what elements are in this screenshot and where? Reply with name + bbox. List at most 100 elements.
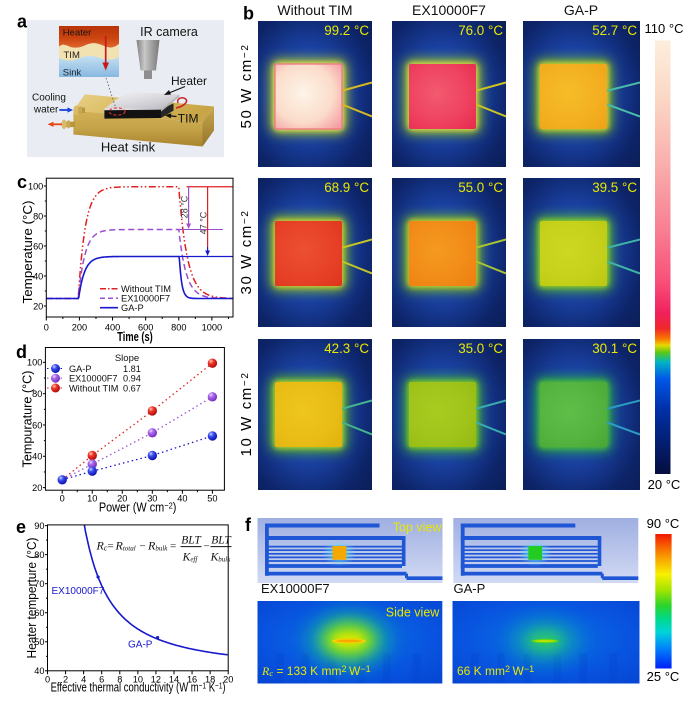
svg-text:35.0 °C: 35.0 °C: [458, 341, 503, 356]
svg-text:0.94: 0.94: [123, 374, 141, 384]
svg-text:55.0 °C: 55.0 °C: [458, 180, 503, 195]
svg-text:50: 50: [207, 494, 217, 504]
svg-text:EX10000F7: EX10000F7: [121, 294, 170, 304]
svg-text:Sink: Sink: [63, 68, 82, 79]
svg-text:0: 0: [44, 323, 49, 333]
svg-text:600: 600: [138, 323, 153, 333]
svg-text:1.81: 1.81: [123, 364, 141, 374]
svg-text:Without TIM: Without TIM: [277, 2, 352, 18]
svg-text:6: 6: [99, 674, 104, 684]
svg-text:40: 40: [177, 494, 187, 504]
svg-text:20 °C: 20 °C: [648, 477, 681, 492]
svg-text:Without TIM: Without TIM: [69, 384, 118, 394]
svg-text:Power (W cm−2): Power (W cm−2): [99, 501, 177, 515]
svg-text:0: 0: [60, 494, 65, 504]
svg-text:EX10000F7: EX10000F7: [412, 2, 486, 18]
svg-text:40: 40: [33, 271, 43, 281]
svg-text:d: d: [16, 342, 27, 362]
svg-text:50: 50: [34, 637, 44, 647]
svg-text:12: 12: [151, 674, 161, 684]
svg-text:a: a: [17, 12, 28, 32]
svg-text:Tempurature (°C): Tempurature (°C): [21, 371, 35, 468]
svg-text:Side view: Side view: [386, 606, 440, 620]
svg-text:TIM: TIM: [178, 112, 199, 126]
svg-text:30: 30: [147, 494, 157, 504]
svg-text:IR camera: IR camera: [140, 25, 198, 39]
svg-text:80: 80: [32, 389, 42, 399]
svg-text:=: =: [108, 541, 114, 553]
svg-text:40: 40: [32, 452, 42, 462]
svg-text:e: e: [16, 517, 26, 537]
svg-text:200: 200: [72, 323, 87, 333]
svg-text:100: 100: [28, 181, 43, 191]
svg-text:800: 800: [171, 323, 186, 333]
svg-text:−: −: [140, 541, 146, 553]
svg-text:28 °C: 28 °C: [179, 195, 189, 218]
svg-text:Heater: Heater: [63, 28, 92, 39]
svg-text:Temperature (°C): Temperature (°C): [21, 201, 35, 304]
svg-text:Top view: Top view: [393, 521, 443, 535]
svg-text:110 °C: 110 °C: [645, 21, 684, 36]
svg-text:60: 60: [32, 420, 42, 430]
svg-text:4: 4: [81, 674, 86, 684]
svg-text:EX10000F7: EX10000F7: [52, 586, 105, 597]
svg-text:f: f: [245, 515, 252, 535]
svg-text:10: 10: [133, 674, 143, 684]
svg-text:76.0 °C: 76.0 °C: [458, 23, 503, 38]
svg-text:400: 400: [105, 323, 120, 333]
svg-text:water: water: [33, 105, 59, 116]
svg-text:Slope: Slope: [115, 353, 139, 364]
svg-text:14: 14: [169, 674, 179, 684]
svg-text:EX10000F7: EX10000F7: [261, 581, 330, 596]
svg-text:52.7 °C: 52.7 °C: [592, 23, 637, 38]
svg-text:60: 60: [33, 241, 43, 251]
svg-text:90 °C: 90 °C: [647, 516, 680, 531]
svg-text:66 K mm2 W−1: 66 K mm2 W−1: [457, 664, 534, 678]
svg-text:0.67: 0.67: [123, 384, 141, 394]
svg-text:42.3 °C: 42.3 °C: [324, 341, 369, 356]
svg-text:−: −: [204, 541, 210, 553]
svg-text:Cooling: Cooling: [32, 93, 66, 104]
svg-text:BLT: BLT: [181, 535, 202, 547]
svg-text:2: 2: [63, 674, 68, 684]
svg-text:Rc = 133 K mm2 W−1: Rc = 133 K mm2 W−1: [261, 664, 371, 678]
svg-text:20: 20: [33, 301, 43, 311]
svg-text:c: c: [17, 172, 27, 192]
svg-text:b: b: [243, 4, 254, 24]
svg-text:GA-P: GA-P: [69, 364, 91, 374]
svg-text:8: 8: [117, 674, 122, 684]
svg-text:=: =: [170, 541, 176, 553]
svg-text:70: 70: [34, 579, 44, 589]
svg-text:GA-P: GA-P: [121, 303, 144, 313]
svg-text:20: 20: [117, 494, 127, 504]
svg-text:Without TIM: Without TIM: [121, 284, 171, 294]
svg-text:20: 20: [32, 483, 42, 493]
svg-text:25 °C: 25 °C: [647, 669, 680, 684]
svg-text:20: 20: [223, 674, 233, 684]
svg-text:40: 40: [34, 666, 44, 676]
svg-text:Time (s): Time (s): [117, 330, 153, 344]
svg-text:GA-P: GA-P: [454, 581, 486, 596]
svg-text:18: 18: [205, 674, 215, 684]
svg-text:Heat sink: Heat sink: [101, 140, 156, 155]
svg-text:90: 90: [34, 521, 44, 531]
svg-text:BLT: BLT: [211, 535, 232, 547]
svg-text:50 W cm−2: 50 W cm−2: [238, 44, 255, 129]
svg-text:80: 80: [33, 211, 43, 221]
svg-text:Effective thermal conductivity: Effective thermal conductivity (W m−1 K−…: [51, 681, 226, 695]
svg-text:GA-P: GA-P: [128, 640, 153, 651]
svg-text:60: 60: [34, 608, 44, 618]
svg-text:0: 0: [45, 674, 50, 684]
svg-text:Heater temperture (°C): Heater temperture (°C): [25, 538, 39, 659]
svg-text:47 °C: 47 °C: [198, 211, 208, 234]
svg-text:1000: 1000: [202, 323, 222, 333]
svg-text:TIM: TIM: [64, 50, 80, 61]
svg-text:30.1 °C: 30.1 °C: [592, 341, 637, 356]
svg-text:99.2 °C: 99.2 °C: [324, 23, 369, 38]
svg-text:10: 10: [87, 494, 97, 504]
svg-text:68.9 °C: 68.9 °C: [324, 180, 369, 195]
svg-text:100: 100: [27, 358, 42, 368]
svg-text:30 W cm−2: 30 W cm−2: [238, 210, 255, 295]
svg-text:EX10000F7: EX10000F7: [69, 374, 118, 384]
svg-text:80: 80: [34, 550, 44, 560]
